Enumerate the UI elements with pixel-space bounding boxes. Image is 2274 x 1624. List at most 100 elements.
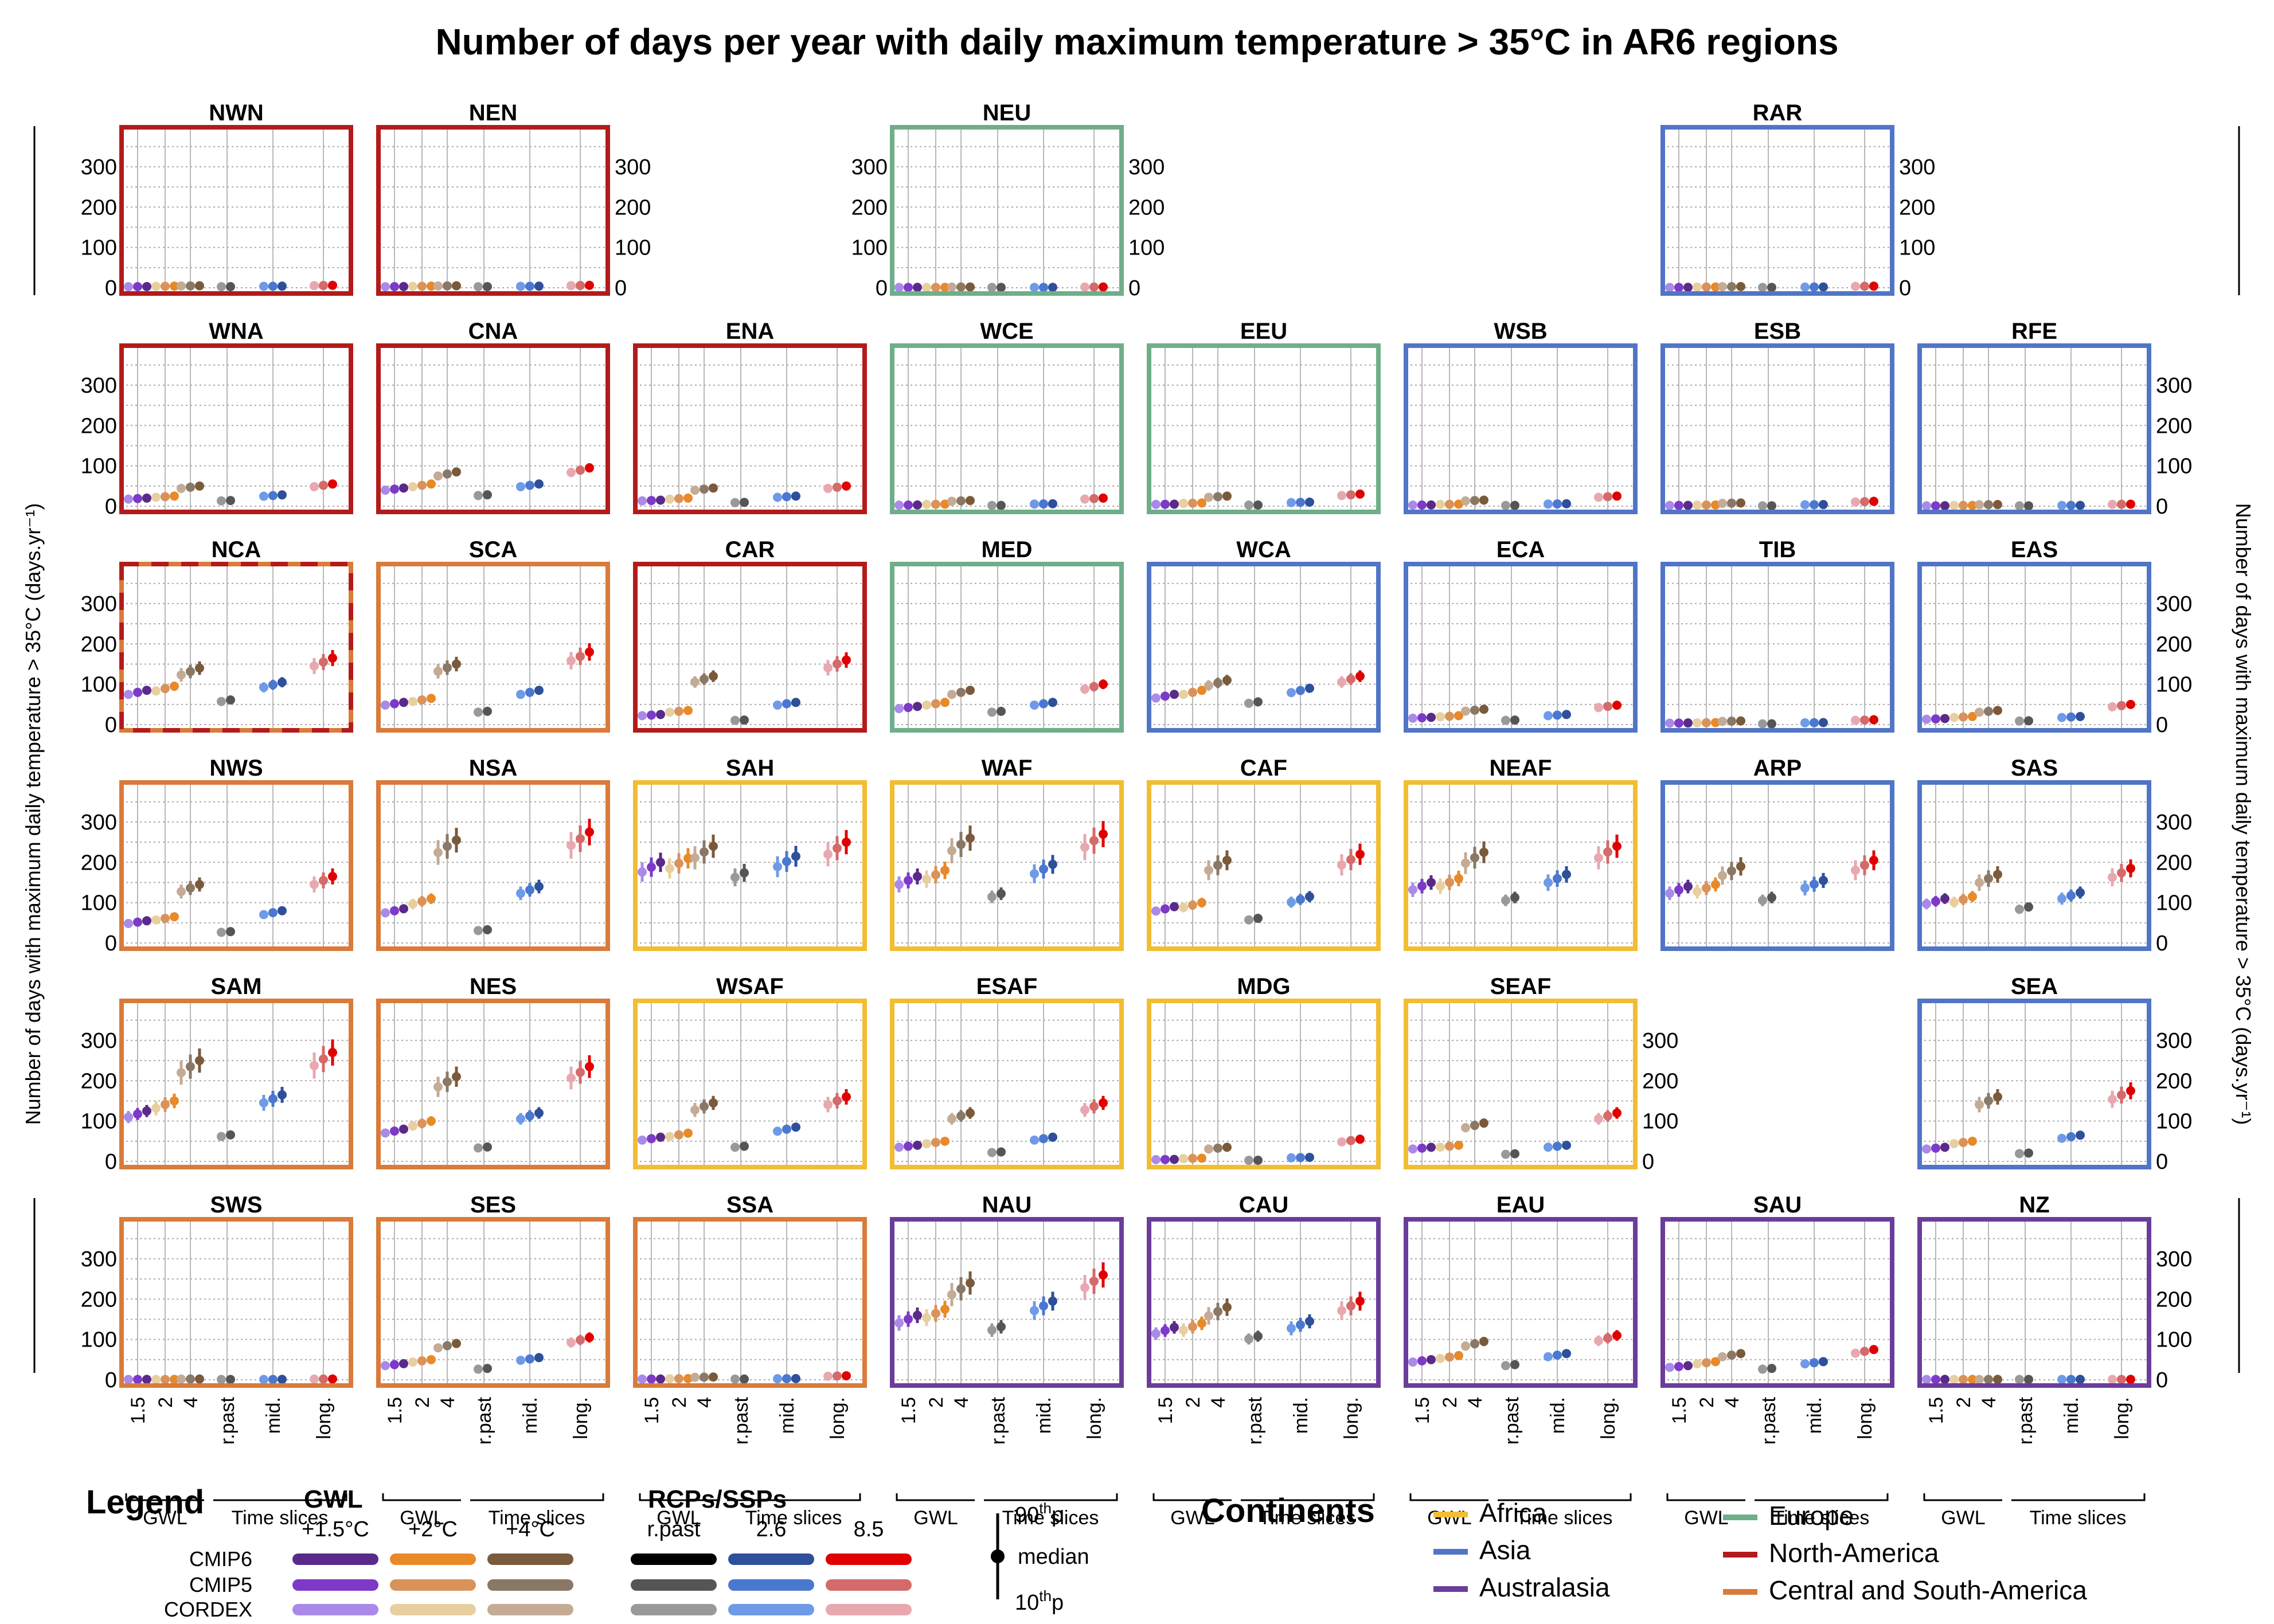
- median-point: [966, 282, 975, 292]
- median-point: [782, 1374, 791, 1384]
- median-point: [656, 1132, 665, 1142]
- legend-swatch: [292, 1579, 378, 1591]
- median-point: [427, 694, 436, 703]
- median-point: [408, 1357, 417, 1367]
- median-point: [124, 690, 133, 699]
- median-point: [940, 698, 950, 707]
- median-point: [1089, 1102, 1099, 1112]
- y-tick-label: 200: [81, 1069, 117, 1093]
- median-point: [1693, 282, 1702, 292]
- median-point: [1510, 715, 1519, 725]
- median-point: [700, 1102, 709, 1112]
- median-point: [417, 281, 427, 291]
- region-title: NES: [470, 974, 517, 999]
- median-point: [217, 282, 226, 292]
- median-point: [730, 872, 740, 882]
- x-tick-label: long.: [1597, 1397, 1619, 1439]
- median-point: [913, 500, 922, 510]
- median-point: [1993, 1092, 2002, 1102]
- median-point: [186, 1062, 195, 1071]
- median-point: [665, 863, 674, 873]
- median-point: [1736, 1349, 1745, 1359]
- median-point: [2024, 716, 2033, 726]
- median-point: [1851, 1348, 1860, 1358]
- median-point: [2024, 1375, 2033, 1384]
- median-point: [1810, 282, 1819, 292]
- region-panel-nca: NCA 0 100 200 300: [81, 537, 353, 737]
- median-point: [399, 904, 408, 914]
- median-point: [328, 479, 337, 489]
- region-panel-wca: WCA: [1147, 537, 1381, 733]
- median-point: [1030, 1306, 1039, 1316]
- legend-swatch: [631, 1579, 717, 1591]
- y-tick-label: 100: [81, 673, 117, 697]
- region-panel-esb: ESB: [1660, 319, 1894, 514]
- median-point: [310, 281, 319, 291]
- median-point: [1758, 283, 1767, 292]
- y-tick-label: 100: [81, 236, 117, 260]
- x-tick-label: long.: [313, 1397, 335, 1439]
- median-point: [1436, 1353, 1445, 1363]
- median-point: [1758, 501, 1767, 511]
- median-point: [1683, 882, 1693, 891]
- median-point: [443, 663, 452, 672]
- group-label: Time slices: [1773, 1507, 1870, 1529]
- median-point: [1869, 281, 1878, 291]
- median-point: [1170, 690, 1179, 699]
- median-point: [947, 1114, 956, 1124]
- median-point: [2076, 888, 2085, 898]
- region-frame: [633, 780, 867, 951]
- median-point: [1727, 717, 1736, 726]
- median-point: [319, 657, 328, 667]
- region-panel-eas: EAS 0 100 200 300: [1917, 537, 2192, 737]
- median-point: [534, 882, 544, 891]
- median-point: [443, 1341, 452, 1351]
- median-point: [319, 480, 328, 490]
- median-point: [987, 500, 997, 510]
- median-point: [417, 695, 427, 705]
- legend-swatch: [728, 1604, 814, 1615]
- region-frame: [376, 562, 610, 733]
- median-point: [823, 663, 833, 672]
- region-title: RFE: [2011, 319, 2057, 344]
- median-point: [443, 469, 452, 479]
- median-point: [433, 848, 443, 858]
- median-point: [217, 1132, 226, 1141]
- x-axis-labels: 1.5 2 4 r.past mid. long. GWL Time slices: [639, 1396, 861, 1529]
- median-point: [390, 906, 399, 915]
- median-point: [161, 914, 170, 923]
- region-panel-wsb: WSB: [1404, 319, 1638, 514]
- median-point: [1355, 850, 1365, 859]
- median-point: [2076, 1375, 2085, 1384]
- median-point: [1337, 677, 1346, 687]
- median-point: [700, 1372, 709, 1382]
- median-point: [1408, 885, 1417, 895]
- x-tick-label: long.: [827, 1397, 849, 1439]
- median-point: [2108, 702, 2117, 712]
- median-point: [1603, 1333, 1612, 1343]
- region-frame: [376, 125, 610, 296]
- y-tick-label: 300: [2156, 592, 2192, 616]
- median-point: [1222, 491, 1232, 501]
- median-point: [665, 1374, 674, 1384]
- median-point: [1253, 500, 1263, 510]
- median-point: [1244, 915, 1253, 925]
- median-point: [1089, 836, 1099, 846]
- region-panel-nau: NAU: [890, 1192, 1124, 1388]
- group-bracket: [896, 1493, 975, 1501]
- x-tick-label: 4: [951, 1397, 972, 1408]
- y-tick-label: 200: [2156, 414, 2192, 438]
- region-panel-sas: SAS 0 100 200 300: [1917, 756, 2192, 956]
- median-point: [278, 281, 287, 291]
- region-title: MDG: [1237, 974, 1290, 999]
- median-point: [1479, 847, 1488, 857]
- median-point: [1718, 717, 1727, 726]
- median-point: [1553, 1141, 1562, 1151]
- median-point: [2057, 894, 2066, 903]
- x-axis-labels: 1.5 2 4 r.past mid. long. GWL Time slices: [125, 1396, 347, 1529]
- median-point: [1080, 1283, 1089, 1293]
- median-point: [534, 1108, 544, 1118]
- region-frame: [119, 1217, 353, 1388]
- y-tick-label: 100: [851, 236, 888, 260]
